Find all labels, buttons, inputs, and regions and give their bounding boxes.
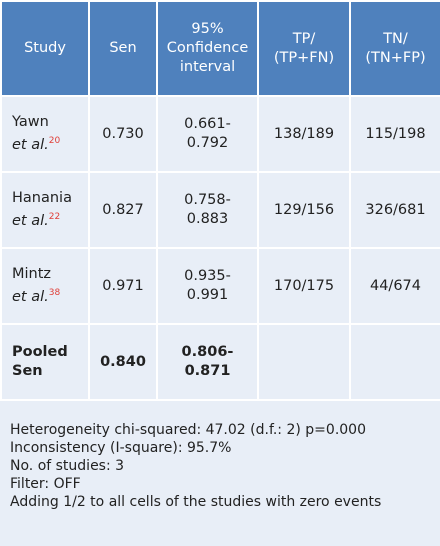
cell: 326/681	[349, 171, 440, 249]
study-name: Hanania	[12, 190, 72, 207]
tp: 129/156	[273, 201, 335, 218]
cell: 0.971	[88, 247, 158, 325]
empty-cell	[349, 323, 440, 401]
study-row: Mintz et al.38 0.971 0.935-0.991 170/175 44/6…	[0, 247, 440, 325]
footer-line: Heterogeneity chi-squared: 47.02 (d.f.: …	[10, 422, 366, 438]
header-text: TN/	[383, 30, 408, 47]
study-cell: Hanania et al.22	[0, 171, 90, 249]
study-cell: Mintz et al.38	[0, 247, 90, 325]
cell: 129/156	[257, 171, 351, 249]
reference: 22	[48, 212, 61, 223]
study-name: Mintz	[12, 266, 52, 283]
cell: 0.935-0.991	[156, 247, 259, 325]
header-cell: 95% Confidence interval	[156, 0, 259, 97]
sen: 0.971	[102, 277, 144, 294]
cell: 0.730	[88, 95, 158, 173]
cell: 0.661-0.792	[156, 95, 259, 173]
cell: 170/175	[257, 247, 351, 325]
footer-line: Inconsistency (I-square): 95.7%	[10, 440, 232, 456]
study-cell: Pooled Sen	[0, 323, 90, 401]
cell: 0.806-0.871	[156, 323, 259, 401]
header-cell: Study	[0, 0, 90, 97]
tn: 115/198	[365, 125, 426, 142]
study-suffix: et al.	[12, 212, 49, 229]
study-suffix: et al.	[12, 288, 49, 305]
header-cell: Sen	[88, 0, 158, 97]
ci: 0.758-0.883	[184, 192, 231, 227]
pooled-row: Pooled Sen 0.840 0.806-0.871	[0, 323, 440, 401]
pooled-name: Pooled Sen	[12, 344, 68, 379]
cell: 0.758-0.883	[156, 171, 259, 249]
header-text: (TP+FN)	[273, 49, 335, 66]
pooled-sen: 0.840	[100, 353, 146, 370]
study-suffix: et al.	[12, 136, 49, 153]
cell: 44/674	[349, 247, 440, 325]
header-text: interval	[179, 59, 236, 75]
cell: 0.840	[88, 323, 158, 401]
header-text: TP/	[292, 30, 316, 47]
results-table: Study Sen 95% Confidence interval TP/(TP+FN) T…	[0, 0, 440, 401]
study-name: Yawn	[12, 114, 49, 131]
header-cell: TN/ (TN+FP)	[349, 0, 440, 97]
table-body: Yawn et al.20 0.730 0.661-0.792 138/189 115/1…	[0, 95, 440, 401]
tp: 170/175	[273, 277, 335, 294]
header-text: Sen	[109, 40, 137, 56]
header-row: Study Sen 95% Confidence interval TP/(TP+FN) T…	[0, 0, 440, 97]
footer-line: Adding 1/2 to all cells of the studies w…	[10, 494, 382, 510]
header-text: 95%	[191, 21, 224, 37]
ci: 0.935-0.991	[184, 268, 231, 303]
footer-notes: Heterogeneity chi-squared: 47.02 (d.f.: …	[0, 401, 440, 511]
sen: 0.730	[102, 125, 144, 142]
footer-line: Filter: OFF	[10, 476, 81, 492]
study-cell: Yawn et al.20	[0, 95, 90, 173]
reference: 38	[48, 288, 61, 299]
tn: 326/681	[365, 201, 426, 218]
header-text: Confidence	[166, 40, 249, 56]
header-text: (TN+FP)	[365, 49, 426, 66]
cell: 115/198	[349, 95, 440, 173]
empty-cell	[257, 323, 351, 401]
cell: 138/189	[257, 95, 351, 173]
study-row: Hanania et al.22 0.827 0.758-0.883 129/156 32…	[0, 171, 440, 249]
tp: 138/189	[273, 125, 335, 142]
header-cell: TP/ (TP+FN)	[257, 0, 351, 97]
reference: 20	[48, 136, 61, 147]
sen: 0.827	[102, 201, 144, 218]
pooled-ci: 0.806-0.871	[181, 344, 234, 379]
tn: 44/674	[369, 277, 421, 294]
study-row: Yawn et al.20 0.730 0.661-0.792 138/189 115/1…	[0, 95, 440, 173]
header-text: Study	[24, 40, 66, 56]
ci: 0.661-0.792	[184, 116, 231, 151]
footer-line: No. of studies: 3	[10, 458, 125, 474]
cell: 0.827	[88, 171, 158, 249]
